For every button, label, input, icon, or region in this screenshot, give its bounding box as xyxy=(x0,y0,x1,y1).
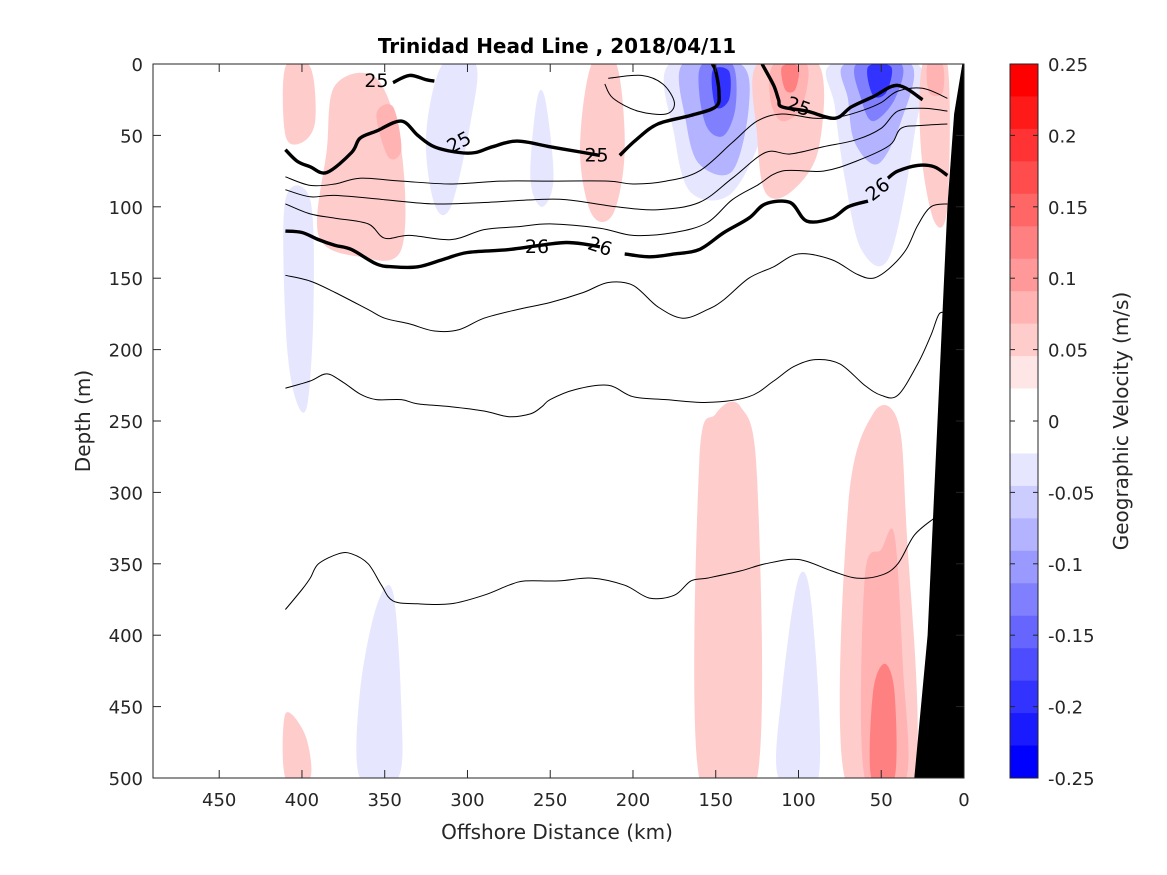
x-tick-label: 400 xyxy=(285,790,319,811)
chart-title: Trinidad Head Line , 2018/04/11 xyxy=(378,34,736,58)
colorbar-segment xyxy=(1010,648,1038,682)
colorbar-segment xyxy=(1010,226,1038,260)
colorbar-tick-label: -0.1 xyxy=(1048,555,1083,576)
plot-area xyxy=(153,64,964,778)
y-tick-label: 350 xyxy=(109,555,143,576)
colorbar-tick-label: -0.25 xyxy=(1048,769,1095,790)
positive-velocity-patch xyxy=(376,104,402,160)
positive-velocity-patch xyxy=(781,64,800,93)
negative-velocity-patch xyxy=(425,64,478,216)
x-tick-label: 450 xyxy=(202,790,236,811)
x-axis: 450 400 350 300 250 200 150 100 50 0 xyxy=(202,64,970,811)
isopycnal-line-bold xyxy=(392,73,435,85)
colorbar-tick-label: 0.1 xyxy=(1048,269,1077,290)
isopycnal-line-bold xyxy=(760,64,924,121)
x-tick-label: 250 xyxy=(533,790,567,811)
y-axis-label: Depth (m) xyxy=(71,370,95,472)
colorbar-tick-label: -0.15 xyxy=(1048,626,1095,647)
isopycnal-line xyxy=(285,123,948,241)
seafloor-topography xyxy=(914,64,964,778)
colorbar-segment xyxy=(1010,485,1038,519)
colorbar: 0.25 0.2 0.15 0.1 0.05 0 -0.05 -0.1 -0.15 -0.2 -0.… xyxy=(1009,55,1095,790)
y-tick-label: 300 xyxy=(109,483,143,504)
x-tick-label: 50 xyxy=(870,790,893,811)
colorbar-segment xyxy=(1010,680,1038,714)
isopycnal-line xyxy=(285,311,948,418)
colorbar-segment xyxy=(1010,745,1038,779)
colorbar-tick-label: 0.25 xyxy=(1048,55,1088,76)
contour-label: 25 xyxy=(584,144,608,166)
bathymetry-layer xyxy=(914,64,964,778)
positive-velocity-patch xyxy=(282,712,312,778)
colorbar-segment xyxy=(1010,550,1038,584)
y-tick-label: 250 xyxy=(109,412,143,433)
isopycnal-line xyxy=(285,203,948,333)
colorbar-segment xyxy=(1010,64,1038,97)
isopycnal-line xyxy=(285,517,935,610)
positive-velocity-patch xyxy=(282,64,316,145)
y-tick-label: 500 xyxy=(109,769,143,790)
positive-velocity-patch xyxy=(580,64,625,222)
y-axis: 0 50 100 150 200 250 300 350 400 450 500 xyxy=(109,55,964,790)
colorbar-tick-label: -0.05 xyxy=(1048,483,1095,504)
colorbar-segment xyxy=(1010,518,1038,552)
positive-velocity-patch xyxy=(869,663,897,778)
positive-velocity-patch xyxy=(919,64,950,228)
colorbar-segment xyxy=(1010,96,1038,130)
velocity-fill-layer xyxy=(282,64,950,778)
colorbar-tick-label: 0.2 xyxy=(1048,126,1077,147)
isopycnal-line xyxy=(604,74,675,116)
x-tick-label: 150 xyxy=(699,790,733,811)
isopycnal-line-bold xyxy=(284,119,601,175)
x-axis-label: Offshore Distance (km) xyxy=(441,820,673,844)
negative-velocity-patch xyxy=(776,571,821,778)
colorbar-segment xyxy=(1010,388,1038,422)
colorbar-segment xyxy=(1010,583,1038,617)
colorbar-segment xyxy=(1010,615,1038,649)
y-tick-label: 50 xyxy=(120,126,143,147)
colorbar-segment xyxy=(1010,161,1038,195)
colorbar-segment xyxy=(1010,713,1038,747)
colorbar-segment xyxy=(1010,356,1038,390)
y-tick-label: 200 xyxy=(109,341,143,362)
y-tick-label: 150 xyxy=(109,269,143,290)
positive-velocity-patch xyxy=(694,401,763,778)
negative-velocity-patch xyxy=(356,585,403,778)
y-tick-label: 100 xyxy=(109,198,143,219)
isopycnal-line-bold xyxy=(624,199,869,259)
isopycnal-line xyxy=(285,87,948,187)
isopycnal-line-bold xyxy=(618,64,721,157)
x-tick-label: 300 xyxy=(450,790,484,811)
negative-velocity-patch xyxy=(283,185,314,413)
colorbar-tick-label: -0.2 xyxy=(1048,698,1083,719)
colorbar-segment xyxy=(1010,291,1038,325)
contour-label: 25 xyxy=(364,70,388,92)
density-contour-layer xyxy=(284,64,949,610)
x-tick-label: 0 xyxy=(958,790,969,811)
colorbar-tick-label: 0 xyxy=(1048,412,1059,433)
colorbar-segment xyxy=(1010,323,1038,357)
isopycnal-line xyxy=(285,107,948,211)
contour-label: 26 xyxy=(525,236,549,258)
colorbar-tick-label: 0.05 xyxy=(1048,341,1088,362)
colorbar-segment xyxy=(1010,453,1038,487)
x-tick-label: 350 xyxy=(368,790,402,811)
negative-velocity-patch xyxy=(530,89,554,207)
isopycnal-line-bold xyxy=(886,163,949,180)
y-tick-label: 400 xyxy=(109,626,143,647)
colorbar-segment xyxy=(1010,421,1038,454)
isopycnal-line-bold xyxy=(285,229,601,270)
positive-velocity-patch xyxy=(926,64,945,97)
colorbar-segment xyxy=(1010,193,1038,227)
colorbar-segment xyxy=(1010,258,1038,292)
y-tick-label: 450 xyxy=(109,698,143,719)
colorbar-tick-label: 0.15 xyxy=(1048,198,1088,219)
x-tick-label: 100 xyxy=(781,790,815,811)
x-tick-label: 200 xyxy=(616,790,650,811)
colorbar-label: Geographic Velocity (m/s) xyxy=(1109,292,1133,551)
colorbar-segment xyxy=(1010,128,1038,162)
y-tick-label: 0 xyxy=(132,55,143,76)
